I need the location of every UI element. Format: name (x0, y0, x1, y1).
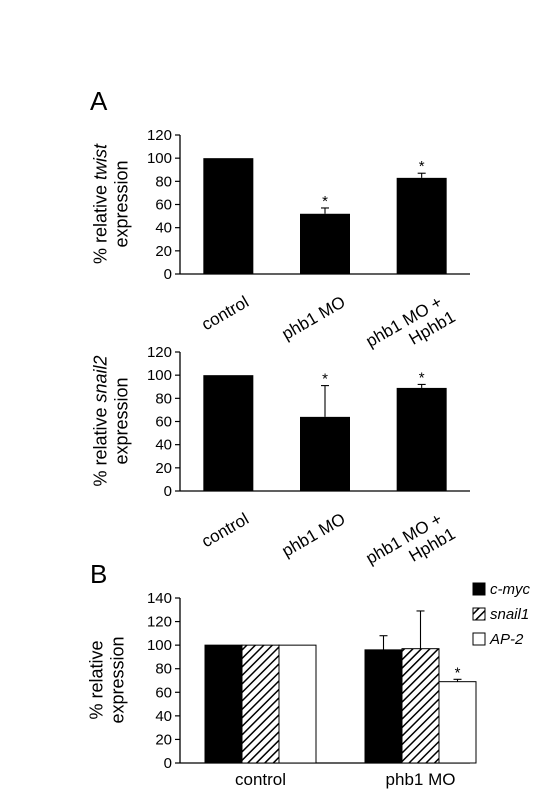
panel-b-bar-snail1 (241, 644, 280, 764)
snail2-bar (396, 387, 447, 491)
panel-b-y-tick-label: 120 (147, 614, 172, 631)
snail2-bar (300, 416, 350, 491)
panel-b-bar-c-myc (364, 649, 403, 764)
snail2-bar (203, 375, 254, 491)
panel-b-legend-swatch (472, 607, 486, 621)
twist-category-label: phb1 MO +Hphb1 (363, 290, 459, 368)
twist-y-tick-label: 40 (155, 220, 172, 237)
snail2-y-tick-label: 100 (147, 367, 172, 384)
twist-y-tick-label: 80 (155, 173, 172, 190)
panel-b-bar-AP-2 (278, 644, 317, 764)
twist-y-tick-label: 120 (147, 127, 172, 144)
snail2-significance-star: * (419, 369, 425, 386)
snail2-y-axis-label: % relative snail2expression (91, 355, 132, 486)
panel-b-bar-snail1 (401, 648, 440, 764)
snail2-category-label: phb1 MO (279, 509, 349, 560)
panel-b-y-tick-label: 0 (164, 755, 172, 772)
twist-bar (300, 213, 350, 274)
snail2-y-tick-label: 60 (155, 414, 172, 431)
panel-b-legend-label: AP-2 (489, 631, 524, 648)
panel-b-bar-AP-2 (438, 681, 477, 764)
panel-b-y-tick-label: 140 (147, 590, 172, 607)
panel-b-chart: 0 20 40 60 80 100 120 140 control * phb1 MO c-myc sn… (87, 581, 531, 789)
panel-b-y-tick-label: 20 (155, 731, 172, 748)
twist-chart: 0 20 40 60 80 100 120 control * phb1 MO * phb1 MO +… (91, 127, 470, 368)
panel-b-legend-label: snail1 (490, 606, 529, 623)
twist-y-tick-label: 20 (155, 243, 172, 260)
snail2-category-label: phb1 MO +Hphb1 (363, 507, 459, 585)
panel-b-significance-star: * (455, 664, 461, 681)
twist-bar (396, 177, 447, 274)
twist-y-axis-label: % relative twistexpression (91, 143, 132, 264)
panel-b-y-tick-label: 60 (155, 684, 172, 701)
panel-b-legend-swatch (472, 582, 486, 596)
panel-label-b: B (90, 559, 107, 589)
twist-significance-star: * (322, 193, 328, 210)
panel-b-legend-swatch (472, 632, 486, 646)
twist-significance-star: * (419, 158, 425, 175)
twist-category-label: control (198, 292, 252, 334)
panel-b-y-tick-label: 100 (147, 637, 172, 654)
snail2-y-tick-label: 0 (164, 483, 172, 500)
snail2-y-tick-label: 80 (155, 390, 172, 407)
panel-b-y-tick-label: 40 (155, 708, 172, 725)
twist-y-tick-label: 0 (164, 266, 172, 283)
snail2-chart: 0 20 40 60 80 100 120 control * phb1 MO * phb1 MO +… (91, 344, 470, 585)
panel-label-a: A (90, 86, 108, 116)
panel-b-y-tick-label: 80 (155, 661, 172, 678)
snail2-y-tick-label: 120 (147, 344, 172, 361)
panel-b-legend-label: c-myc (490, 581, 530, 598)
twist-category-label: phb1 MO (279, 292, 349, 343)
snail2-category-label: control (198, 509, 252, 551)
twist-bar (203, 158, 254, 274)
snail2-y-tick-label: 40 (155, 437, 172, 454)
snail2-significance-star: * (322, 371, 328, 388)
twist-y-tick-label: 60 (155, 197, 172, 214)
twist-y-tick-label: 100 (147, 150, 172, 167)
panel-b-y-axis-label: % relativeexpression (87, 636, 128, 723)
panel-b-category-label: phb1 MO (386, 770, 456, 789)
panel-b-category-label: control (235, 770, 286, 789)
snail2-y-tick-label: 20 (155, 460, 172, 477)
panel-b-bar-c-myc (204, 644, 243, 764)
